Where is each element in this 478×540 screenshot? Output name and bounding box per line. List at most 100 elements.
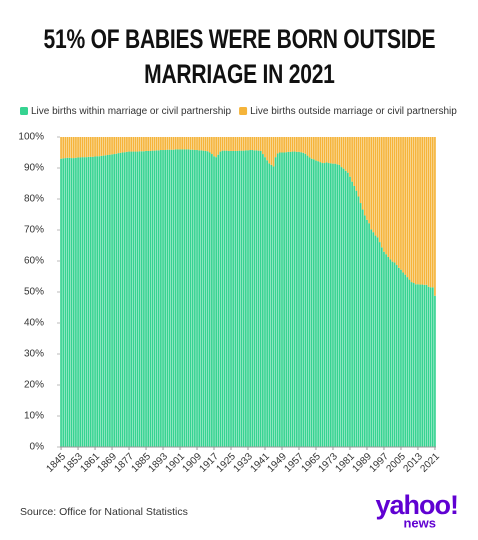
bar-segment xyxy=(376,137,379,238)
bar-segment xyxy=(185,149,188,447)
bar-segment xyxy=(147,150,150,447)
bar-segment xyxy=(87,137,90,157)
bar-segment xyxy=(194,150,196,447)
bar-segment xyxy=(355,190,358,447)
bar-segment xyxy=(247,137,249,151)
bar-segment xyxy=(359,137,362,204)
legend-swatch xyxy=(20,107,28,115)
bar-segment xyxy=(308,157,311,447)
bar-segment xyxy=(211,154,213,448)
bar-segment xyxy=(172,137,175,150)
bar-segment xyxy=(417,284,419,447)
bar-segment xyxy=(96,156,99,447)
bar-segment xyxy=(325,137,328,163)
bar-segment xyxy=(298,151,300,447)
bar-segment xyxy=(344,170,347,448)
y-tick-label: 0% xyxy=(30,442,45,453)
y-tick-label: 10% xyxy=(24,411,44,422)
bar-segment xyxy=(236,150,239,447)
bar-segment xyxy=(198,137,200,151)
bar-segment xyxy=(310,137,313,159)
bar-segment xyxy=(423,137,426,285)
bar-segment xyxy=(272,137,275,167)
bar-segment xyxy=(421,137,424,285)
bar-segment xyxy=(321,137,324,164)
bar-segment xyxy=(285,137,288,153)
bar-segment xyxy=(285,152,288,447)
bar-segment xyxy=(202,137,205,151)
bar-segment xyxy=(412,283,415,447)
bar-segment xyxy=(102,155,105,447)
bar-segment xyxy=(89,156,92,447)
bar-segment xyxy=(62,137,65,159)
bar-segment xyxy=(429,287,432,447)
bar-segment xyxy=(308,137,311,158)
bar-segment xyxy=(143,151,145,447)
bar-segment xyxy=(160,137,162,151)
bar-segment xyxy=(332,137,334,164)
bar-segment xyxy=(208,152,211,447)
bar-segment xyxy=(404,274,407,447)
bar-segment xyxy=(130,137,133,152)
bar-segment xyxy=(157,137,160,151)
bar-segment xyxy=(100,137,103,156)
bar-segment xyxy=(351,137,353,182)
bar-segment xyxy=(68,137,71,158)
bar-segment xyxy=(160,150,162,447)
bar-segment xyxy=(402,137,404,273)
bar-segment xyxy=(404,137,407,275)
bar-segment xyxy=(166,149,169,447)
bar-segment xyxy=(431,287,434,447)
y-tick-label: 60% xyxy=(24,256,44,267)
bar-segment xyxy=(349,137,351,177)
bar-segment xyxy=(361,137,364,210)
bar-segment xyxy=(378,242,381,447)
bar-segment xyxy=(217,154,220,448)
bar-segment xyxy=(79,157,82,447)
bar-segment xyxy=(60,158,62,447)
bar-segment xyxy=(79,137,82,158)
bar-segment xyxy=(380,247,383,447)
bar-segment xyxy=(372,137,375,233)
bar-segment xyxy=(397,267,400,447)
bar-segment xyxy=(189,137,192,150)
bar-segment xyxy=(85,157,88,447)
bar-segment xyxy=(151,137,154,151)
bar-segment xyxy=(191,137,194,150)
logo: yahoo! xyxy=(375,490,458,520)
bar-segment xyxy=(134,151,137,447)
bar-segment xyxy=(349,176,351,447)
bar-segment xyxy=(140,151,143,447)
bar-segment xyxy=(213,137,215,157)
bar-segment xyxy=(168,137,171,150)
bar-segment xyxy=(155,150,158,447)
bar-segment xyxy=(353,137,356,186)
bar-segment xyxy=(162,137,164,151)
bar-segment xyxy=(202,150,205,447)
bar-segment xyxy=(355,137,358,191)
bar-segment xyxy=(414,284,417,447)
bar-segment xyxy=(238,150,241,447)
bar-segment xyxy=(361,209,364,447)
bar-segment xyxy=(274,137,277,158)
bar-segment xyxy=(291,151,294,447)
bar-segment xyxy=(106,137,109,155)
bar-segment xyxy=(234,150,237,447)
bar-segment xyxy=(332,163,334,447)
y-tick-label: 50% xyxy=(24,287,44,298)
bar-segment xyxy=(225,150,228,447)
bar-segment xyxy=(397,137,400,268)
bar-segment xyxy=(196,137,198,151)
bar-segment xyxy=(342,168,345,447)
bar-segment xyxy=(321,163,324,448)
bar-segment xyxy=(115,153,118,448)
bar-segment xyxy=(334,137,336,164)
bar-segment xyxy=(77,157,79,447)
bar-segment xyxy=(211,137,213,155)
bar-segment xyxy=(380,137,383,248)
bar-segment xyxy=(204,150,207,447)
bar-segment xyxy=(304,153,307,448)
bar-segment xyxy=(164,137,167,151)
bar-segment xyxy=(228,137,230,151)
bar-segment xyxy=(419,137,421,285)
